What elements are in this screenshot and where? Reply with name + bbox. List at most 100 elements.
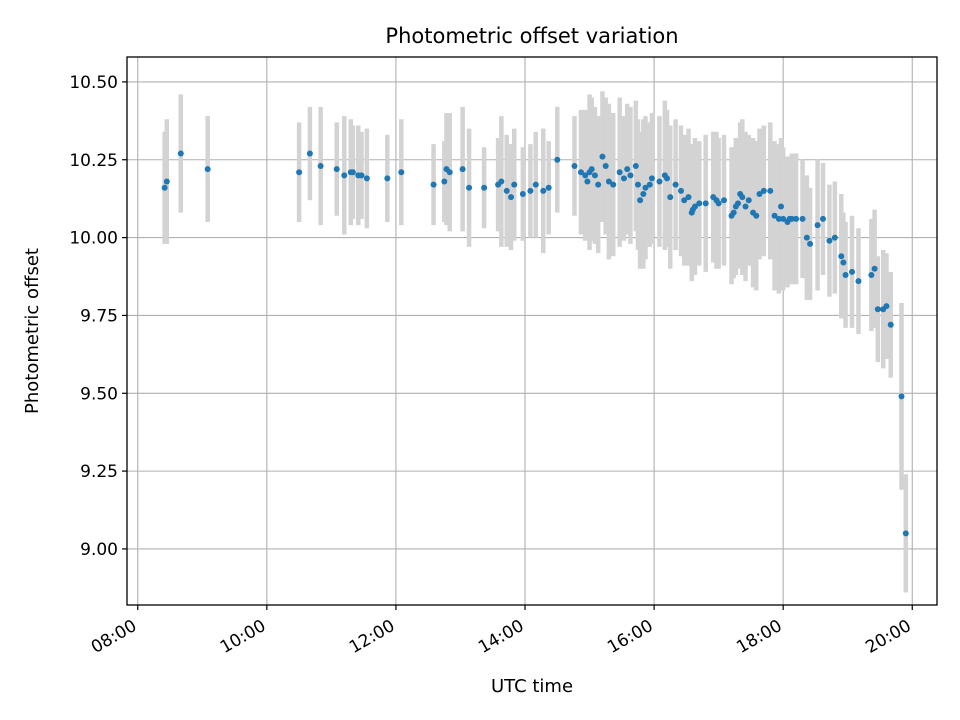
data-point <box>588 166 595 173</box>
data-point <box>498 178 505 185</box>
data-point <box>887 321 894 328</box>
data-point <box>384 175 391 182</box>
data-point <box>780 215 787 222</box>
y-tick-label: 10.25 <box>69 151 118 171</box>
y-tick-label: 10.00 <box>69 229 118 249</box>
data-point <box>571 162 578 169</box>
data-point <box>715 200 722 207</box>
data-point <box>898 393 905 400</box>
data-point <box>648 175 655 182</box>
data-point <box>441 178 448 185</box>
data-point <box>582 172 589 179</box>
data-point <box>778 203 785 210</box>
data-point <box>532 181 539 188</box>
data-point <box>333 166 340 173</box>
data-point <box>691 203 698 210</box>
data-point <box>545 184 552 191</box>
y-tick-label: 9.00 <box>80 540 118 560</box>
data-point <box>584 178 591 185</box>
data-point <box>620 175 627 182</box>
y-tick-label: 10.50 <box>69 73 118 93</box>
data-point <box>819 215 826 222</box>
y-axis-title: Photometric offset <box>22 248 43 414</box>
y-tick-label: 9.25 <box>80 462 118 482</box>
data-point <box>341 172 348 179</box>
data-point <box>519 191 526 197</box>
data-point <box>599 153 606 160</box>
data-point <box>753 212 760 219</box>
data-point <box>902 530 909 537</box>
data-point <box>640 191 647 197</box>
data-point <box>577 169 584 176</box>
data-point <box>677 187 684 194</box>
data-point <box>204 166 211 173</box>
data-point <box>602 162 609 169</box>
data-point <box>527 187 534 194</box>
data-point <box>745 197 752 204</box>
data-point <box>177 150 184 157</box>
data-point <box>398 169 405 176</box>
data-point <box>446 169 453 176</box>
data-point <box>632 162 639 169</box>
data-point <box>721 197 728 204</box>
data-point <box>874 306 881 313</box>
data-point <box>430 181 437 188</box>
data-point <box>554 156 561 163</box>
data-point <box>730 209 737 216</box>
data-point <box>767 187 774 194</box>
data-point <box>868 271 875 278</box>
data-point <box>842 271 849 278</box>
data-point <box>349 169 356 176</box>
data-point <box>466 184 473 191</box>
data-point <box>760 187 767 194</box>
data-point <box>627 172 634 179</box>
data-point <box>742 203 749 210</box>
y-tick-label: 9.50 <box>80 384 118 404</box>
data-point <box>591 172 598 179</box>
data-point <box>595 181 602 188</box>
data-point <box>624 166 631 173</box>
data-point <box>163 178 170 185</box>
data-point <box>739 194 746 201</box>
data-point <box>646 181 653 188</box>
data-point <box>883 303 890 310</box>
data-point <box>306 150 313 157</box>
data-point <box>803 234 810 241</box>
data-point <box>363 175 370 182</box>
data-point <box>296 169 303 176</box>
data-point <box>681 197 688 204</box>
data-points <box>161 150 909 537</box>
data-point <box>799 215 806 222</box>
data-point <box>610 181 617 188</box>
data-point <box>831 234 838 241</box>
data-point <box>855 278 862 285</box>
data-point <box>605 178 612 185</box>
data-point <box>814 222 821 229</box>
data-point <box>702 200 709 207</box>
plot-frame <box>126 56 938 606</box>
data-point <box>508 194 515 201</box>
data-point <box>540 187 547 194</box>
data-point <box>667 194 674 201</box>
data-point <box>459 166 466 173</box>
data-point <box>672 181 679 188</box>
data-point <box>503 187 510 194</box>
data-point <box>616 169 623 176</box>
chart-title: Photometric offset variation <box>385 24 678 48</box>
data-point <box>840 259 847 266</box>
data-point <box>756 191 763 197</box>
data-point <box>807 240 814 247</box>
y-tick-label: 9.75 <box>80 306 118 326</box>
data-point <box>161 184 168 191</box>
data-point <box>734 200 741 207</box>
data-point <box>642 184 649 191</box>
y-axis-ticks: 9.00 9.25 9.50 9.75 10.00 10.25 10.50 <box>69 73 127 560</box>
data-point <box>634 181 641 188</box>
data-point <box>664 175 670 182</box>
data-point <box>685 194 692 201</box>
data-point <box>637 197 644 204</box>
data-point <box>838 253 845 260</box>
data-point <box>771 212 778 219</box>
